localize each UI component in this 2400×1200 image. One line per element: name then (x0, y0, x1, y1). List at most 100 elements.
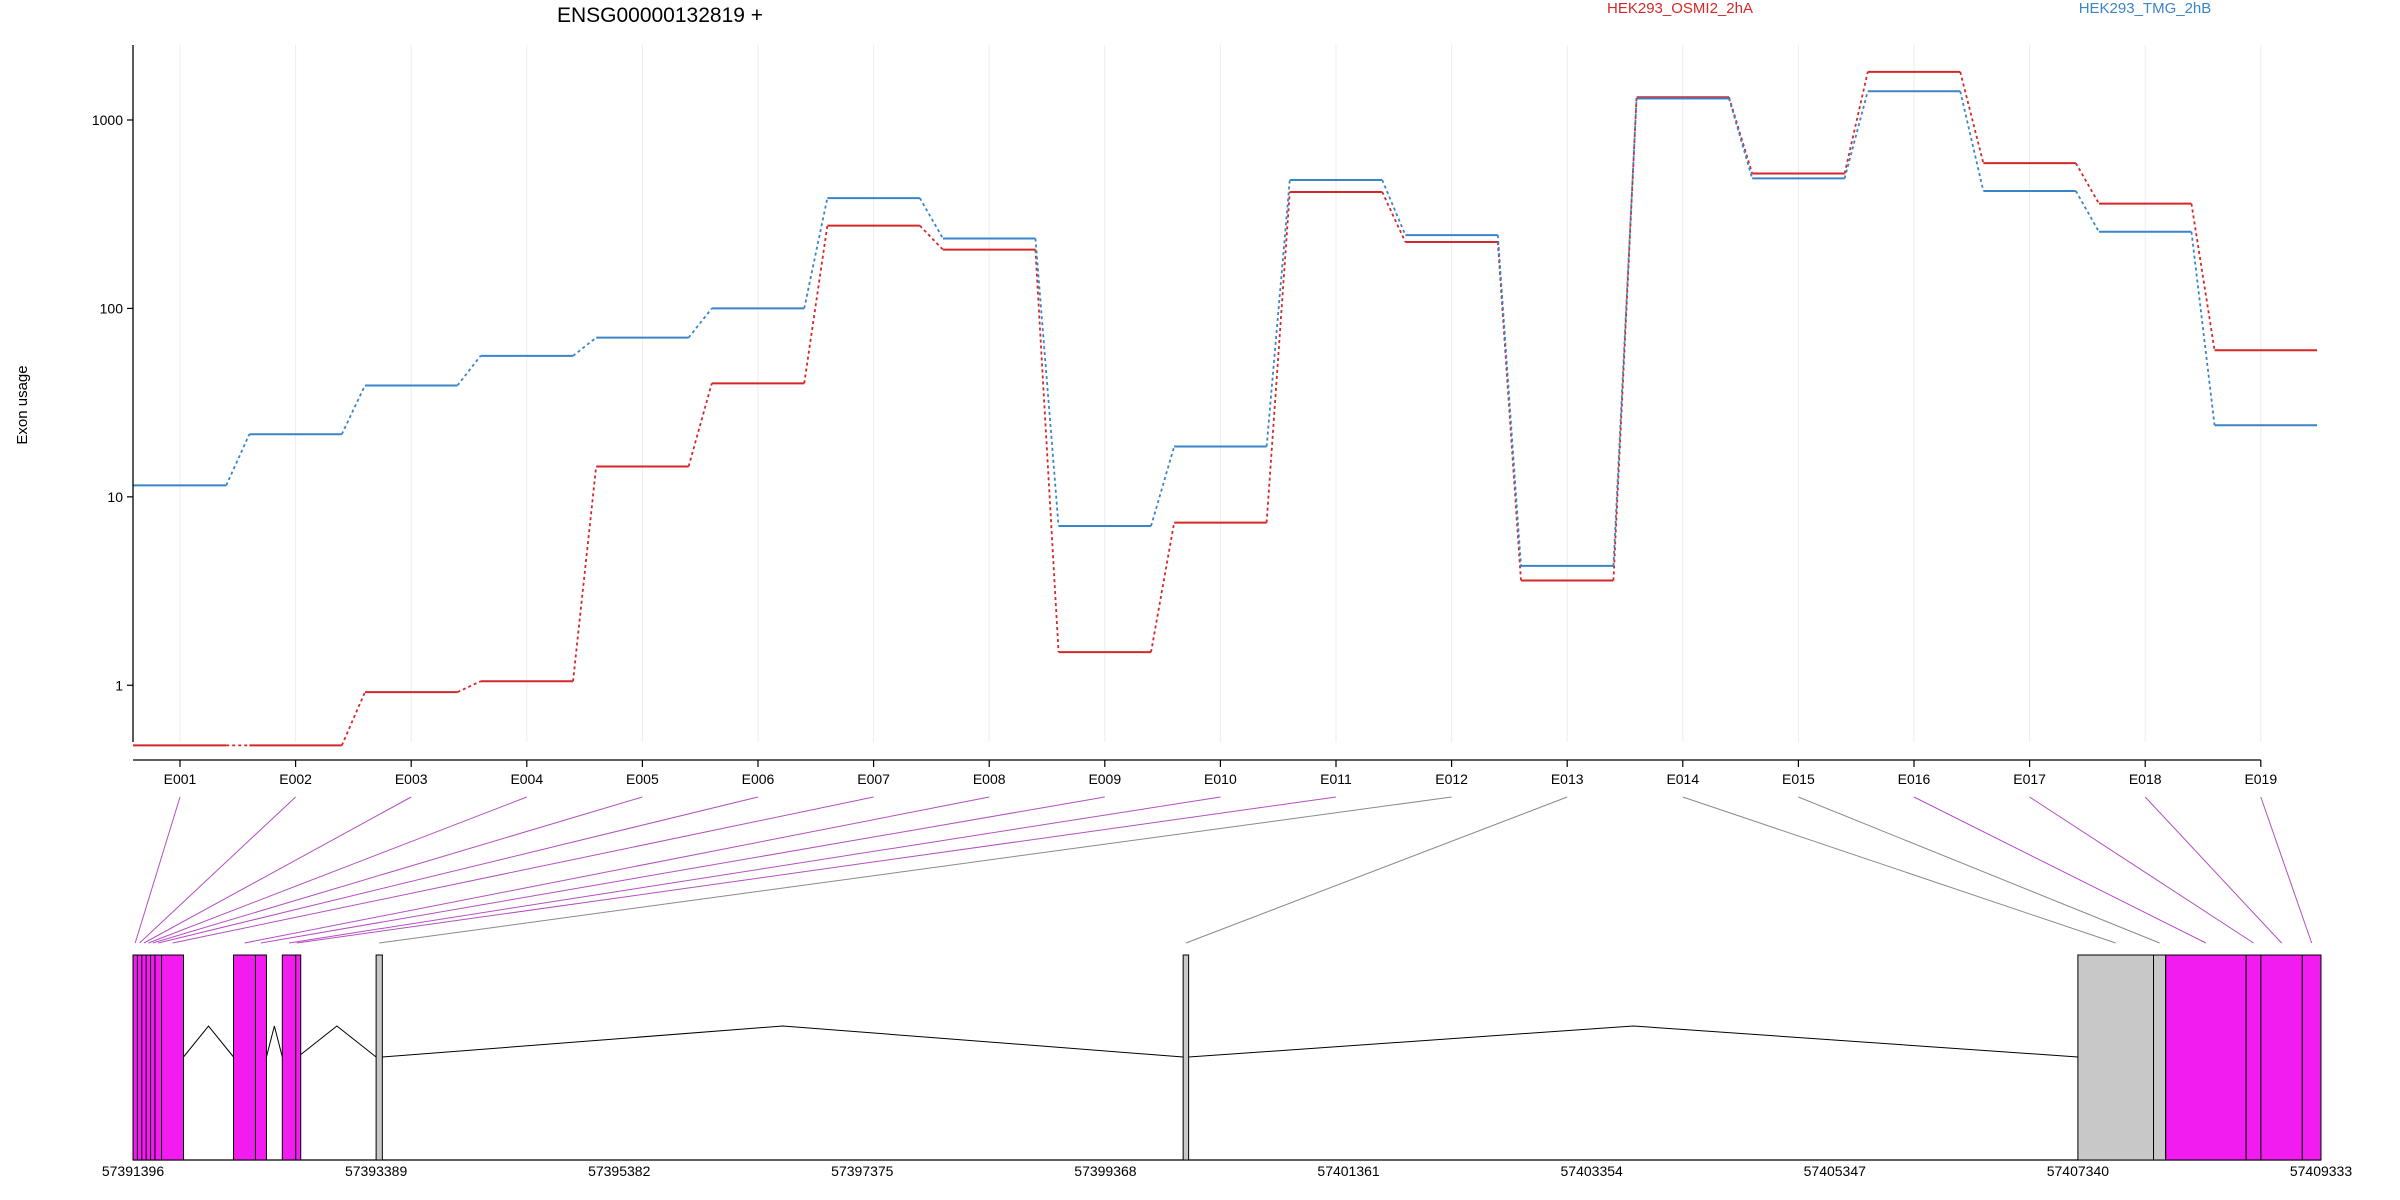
x-tick-label: E009 (1088, 771, 1121, 787)
exon-connector (1913, 796, 2207, 944)
exon-connector (2144, 796, 2282, 944)
exon-connector-lines (134, 796, 2313, 944)
x-tick-label: E004 (510, 771, 543, 787)
genomic-tick-label: 57405347 (1804, 1163, 1867, 1179)
x-tick-label: E002 (279, 771, 312, 787)
series-transition (687, 307, 713, 339)
x-tick-label: E007 (857, 771, 890, 787)
series-transition (1728, 98, 1754, 179)
series-transition (1381, 179, 1407, 236)
exon-connector (244, 796, 990, 944)
series-transition (1381, 191, 1407, 243)
series-transition (1843, 91, 1869, 179)
x-tick-label: E017 (2013, 771, 2046, 787)
series-transition (1265, 179, 1291, 447)
x-tick-label: E011 (1320, 771, 1352, 787)
genomic-tick-label: 57401361 (1317, 1163, 1380, 1179)
chart-title: ENSG00000132819 + (557, 4, 763, 27)
series-transition (1150, 446, 1176, 527)
y-tick-label: 1 (115, 677, 123, 693)
genomic-tick-label: 57407340 (2047, 1163, 2110, 1179)
x-tick-label: E006 (742, 771, 775, 787)
genomic-tick-label: 57391396 (102, 1163, 165, 1179)
legend-entry-series-2: HEK293_TMG_2hB (2079, 0, 2212, 17)
intron-line (265, 1025, 283, 1058)
exon-connector (134, 796, 181, 944)
series-transition (2075, 162, 2100, 205)
exon-box (161, 954, 185, 1161)
intron-line (382, 1025, 1184, 1058)
exon-connector (1798, 796, 2160, 944)
y-tick-label: 100 (100, 300, 124, 316)
exon-box (2245, 954, 2262, 1161)
legend-entry-series-1: HEK293_OSMI2_2hA (1607, 0, 1753, 17)
series-transition (1959, 91, 1985, 192)
series-transition (687, 383, 713, 467)
exon-box (254, 954, 267, 1161)
exon-connector (139, 796, 296, 944)
series-transition (803, 225, 829, 384)
plot-axes: 1 10 100 1000 E001 E002 E003 E004 E005 E006 E007 E0… (92, 45, 2277, 787)
exon-connector (148, 796, 527, 944)
exon-connector (296, 796, 1337, 944)
exon-box (2301, 954, 2322, 1161)
exon-box (281, 954, 297, 1161)
x-tick-label: E001 (164, 771, 197, 787)
series-transition (456, 355, 482, 387)
series-transition (919, 225, 944, 251)
series-transition (1150, 522, 1176, 653)
x-tick-label: E010 (1204, 771, 1237, 787)
y-axis-label: Exon usage (14, 365, 31, 444)
exon-connector (288, 796, 1221, 944)
exon-box (1182, 954, 1190, 1161)
exon-connector (379, 796, 1452, 944)
series-transition (341, 691, 366, 746)
x-tick-label: E008 (973, 771, 1006, 787)
series-transition (1496, 235, 1522, 566)
series-transition (1265, 191, 1291, 523)
exon-connector (143, 796, 412, 944)
genomic-tick-label: 57393389 (345, 1163, 408, 1179)
series-transition (1843, 71, 1869, 174)
genomic-tick-label: 57409333 (2290, 1163, 2353, 1179)
x-tick-label: E013 (1551, 771, 1584, 787)
series-transition (2190, 203, 2216, 351)
y-tick-label: 10 (107, 489, 123, 505)
x-tick-label: E016 (1898, 771, 1931, 787)
series-transition (919, 197, 944, 239)
exon-connector (158, 796, 759, 944)
genomic-tick-label: 57397375 (831, 1163, 894, 1179)
series-transition (1959, 71, 1985, 164)
series-transition (341, 385, 366, 435)
exon-connector (152, 796, 643, 944)
series-transition (1034, 238, 1060, 527)
exon-box (2260, 954, 2303, 1161)
exon-connector (1185, 796, 1568, 944)
intron-line (183, 1025, 234, 1058)
intron-line (1188, 1025, 2078, 1058)
series-transition (1034, 249, 1060, 653)
x-tick-label: E018 (2129, 771, 2162, 787)
series-transition (457, 680, 481, 693)
intron-line (297, 1025, 377, 1058)
x-tick-label: E012 (1435, 771, 1468, 787)
gene-model: 57391396 57393389 57395382 57397375 57399368… (102, 954, 2353, 1179)
exon-box (2077, 954, 2155, 1161)
x-tick-label: E005 (626, 771, 659, 787)
exon-connector (1682, 796, 2116, 944)
exon-box (154, 954, 163, 1161)
series-lines (133, 70, 2318, 747)
vertical-gridlines (179, 45, 2262, 742)
y-tick-label: 1000 (92, 112, 123, 128)
series-transition (803, 197, 829, 309)
exon-connector (2029, 796, 2254, 944)
series-transition (2190, 231, 2216, 426)
series-transition (2075, 190, 2100, 233)
exon-box (2165, 954, 2247, 1161)
genomic-tick-label: 57403354 (1561, 1163, 1624, 1179)
x-tick-label: E003 (395, 771, 428, 787)
x-tick-label: E019 (2244, 771, 2277, 787)
x-tick-label: E015 (1782, 771, 1815, 787)
series-transition (225, 433, 251, 486)
